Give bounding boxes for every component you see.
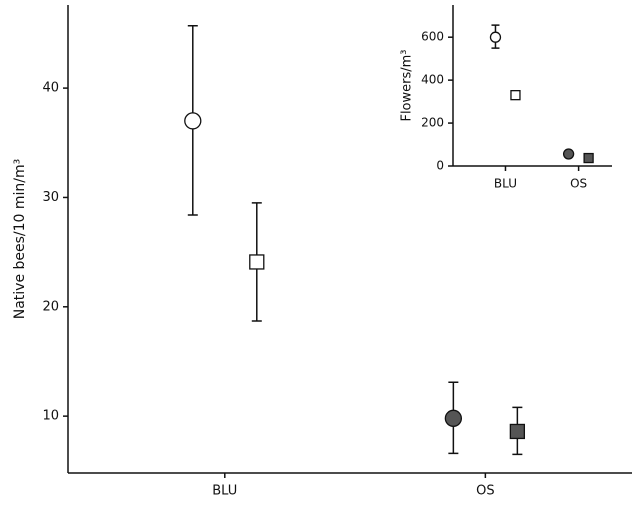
y-tick-label: 10: [42, 409, 59, 424]
x-tick-label: BLU: [212, 484, 237, 499]
x-tick-label: OS: [476, 484, 494, 499]
point: [509, 423, 526, 440]
y-tick-label: 30: [42, 190, 59, 205]
point: [583, 152, 594, 164]
point: [562, 148, 575, 160]
x-tick-label: OS: [570, 177, 587, 191]
point: [184, 112, 202, 130]
point: [444, 409, 463, 427]
y-tick-label: 40: [42, 81, 59, 96]
y-axis-label: Flowers/m³: [400, 49, 415, 121]
point: [510, 90, 521, 101]
x-tick-label: BLU: [494, 177, 517, 191]
y-tick-label: 400: [421, 73, 444, 87]
y-tick-label: 200: [421, 116, 444, 130]
y-tick-label: 0: [436, 159, 444, 173]
y-tick-label: 20: [42, 299, 59, 314]
point: [489, 31, 502, 43]
point: [249, 254, 265, 270]
y-tick-label: 600: [421, 30, 444, 44]
y-axis-label: Native bees/10 min/m³: [12, 159, 28, 320]
